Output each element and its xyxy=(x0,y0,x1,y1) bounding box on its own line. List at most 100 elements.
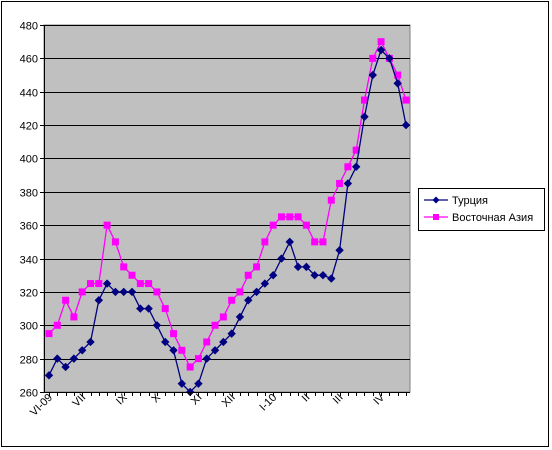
data-point xyxy=(336,179,344,187)
data-point xyxy=(311,238,319,246)
data-point xyxy=(319,238,327,246)
data-point xyxy=(87,280,95,288)
y-tick-label: 320 xyxy=(20,288,38,300)
data-point xyxy=(45,330,53,338)
data-point xyxy=(269,221,277,229)
legend-label: Турция xyxy=(452,195,488,207)
data-point xyxy=(285,237,294,247)
data-point xyxy=(53,354,62,363)
data-point xyxy=(102,279,112,288)
data-point xyxy=(302,221,310,229)
x-tick-label: III xyxy=(331,392,346,407)
data-point xyxy=(170,330,178,338)
x-tick-label: I-10 xyxy=(257,392,279,414)
legend: Турция Восточная Азия xyxy=(418,188,545,231)
data-point xyxy=(327,196,335,204)
data-point xyxy=(228,296,236,304)
data-point xyxy=(310,271,319,280)
data-point xyxy=(327,274,336,283)
data-point xyxy=(177,379,187,388)
data-point xyxy=(376,45,386,55)
y-tick-label: 480 xyxy=(20,21,38,33)
data-point xyxy=(236,288,244,296)
data-point xyxy=(377,38,385,46)
y-tick-label: 360 xyxy=(20,221,38,233)
plot-area xyxy=(43,24,411,393)
data-point xyxy=(210,346,220,355)
data-point xyxy=(194,379,203,388)
y-tick-label: 280 xyxy=(20,355,38,367)
data-point xyxy=(253,263,261,271)
legend-label: Восточная Азия xyxy=(452,212,533,224)
data-point xyxy=(119,287,128,297)
y-tick-label: 440 xyxy=(20,88,38,100)
legend-box xyxy=(418,188,545,231)
data-point xyxy=(369,54,377,62)
data-point xyxy=(211,321,219,329)
y-tick-label: 340 xyxy=(20,255,38,267)
data-point xyxy=(86,337,95,347)
y-tick-label: 380 xyxy=(20,188,38,200)
data-point xyxy=(103,221,111,229)
data-point xyxy=(62,296,70,304)
legend-marker xyxy=(433,214,439,220)
data-point xyxy=(186,363,194,371)
data-point xyxy=(318,271,328,280)
data-point xyxy=(351,162,361,172)
data-point xyxy=(44,371,54,380)
legend-entry: Восточная Азия xyxy=(424,212,533,224)
data-point xyxy=(260,279,270,288)
data-point xyxy=(360,96,368,104)
data-point xyxy=(136,304,145,313)
data-point xyxy=(360,112,369,121)
data-point xyxy=(393,79,402,88)
data-point xyxy=(69,354,79,363)
data-point xyxy=(161,305,169,313)
x-axis-ticks: VI-09 VII IX X XI XII I-10 II III IV xyxy=(28,391,407,419)
data-point xyxy=(111,238,119,246)
data-point xyxy=(144,304,153,313)
data-point xyxy=(153,288,161,296)
data-point xyxy=(344,163,352,171)
x-tick-label: X xyxy=(149,391,163,405)
data-point xyxy=(335,245,344,255)
data-point xyxy=(268,271,278,280)
data-point xyxy=(61,362,70,372)
series-lines xyxy=(44,38,411,397)
data-point xyxy=(145,280,153,288)
data-point xyxy=(293,262,303,272)
data-point xyxy=(277,254,286,263)
y-tick-label: 260 xyxy=(20,388,38,400)
data-point xyxy=(161,337,170,347)
data-point xyxy=(277,213,285,221)
data-point xyxy=(53,321,61,329)
data-point xyxy=(94,296,104,305)
data-point xyxy=(227,329,236,338)
data-point xyxy=(169,346,178,355)
data-point xyxy=(136,280,144,288)
data-point xyxy=(401,120,411,130)
legend-marker xyxy=(432,196,440,204)
legend-entry: Турция xyxy=(424,195,488,207)
data-point xyxy=(78,346,87,355)
data-point xyxy=(127,287,137,297)
data-point xyxy=(219,337,228,347)
data-point xyxy=(95,280,103,288)
data-point xyxy=(178,346,186,354)
plot-background xyxy=(43,24,411,393)
data-point xyxy=(120,263,128,271)
data-point xyxy=(385,54,394,63)
data-point xyxy=(70,313,78,321)
data-point xyxy=(244,296,253,305)
data-point xyxy=(194,355,202,363)
data-point xyxy=(202,354,211,363)
data-point xyxy=(252,287,261,297)
data-point xyxy=(294,213,302,221)
x-tick-label: VII xyxy=(70,392,88,410)
data-point xyxy=(203,338,211,346)
data-point xyxy=(78,288,86,296)
data-point xyxy=(402,96,410,104)
y-tick-label: 420 xyxy=(20,121,38,133)
data-point xyxy=(111,287,120,297)
